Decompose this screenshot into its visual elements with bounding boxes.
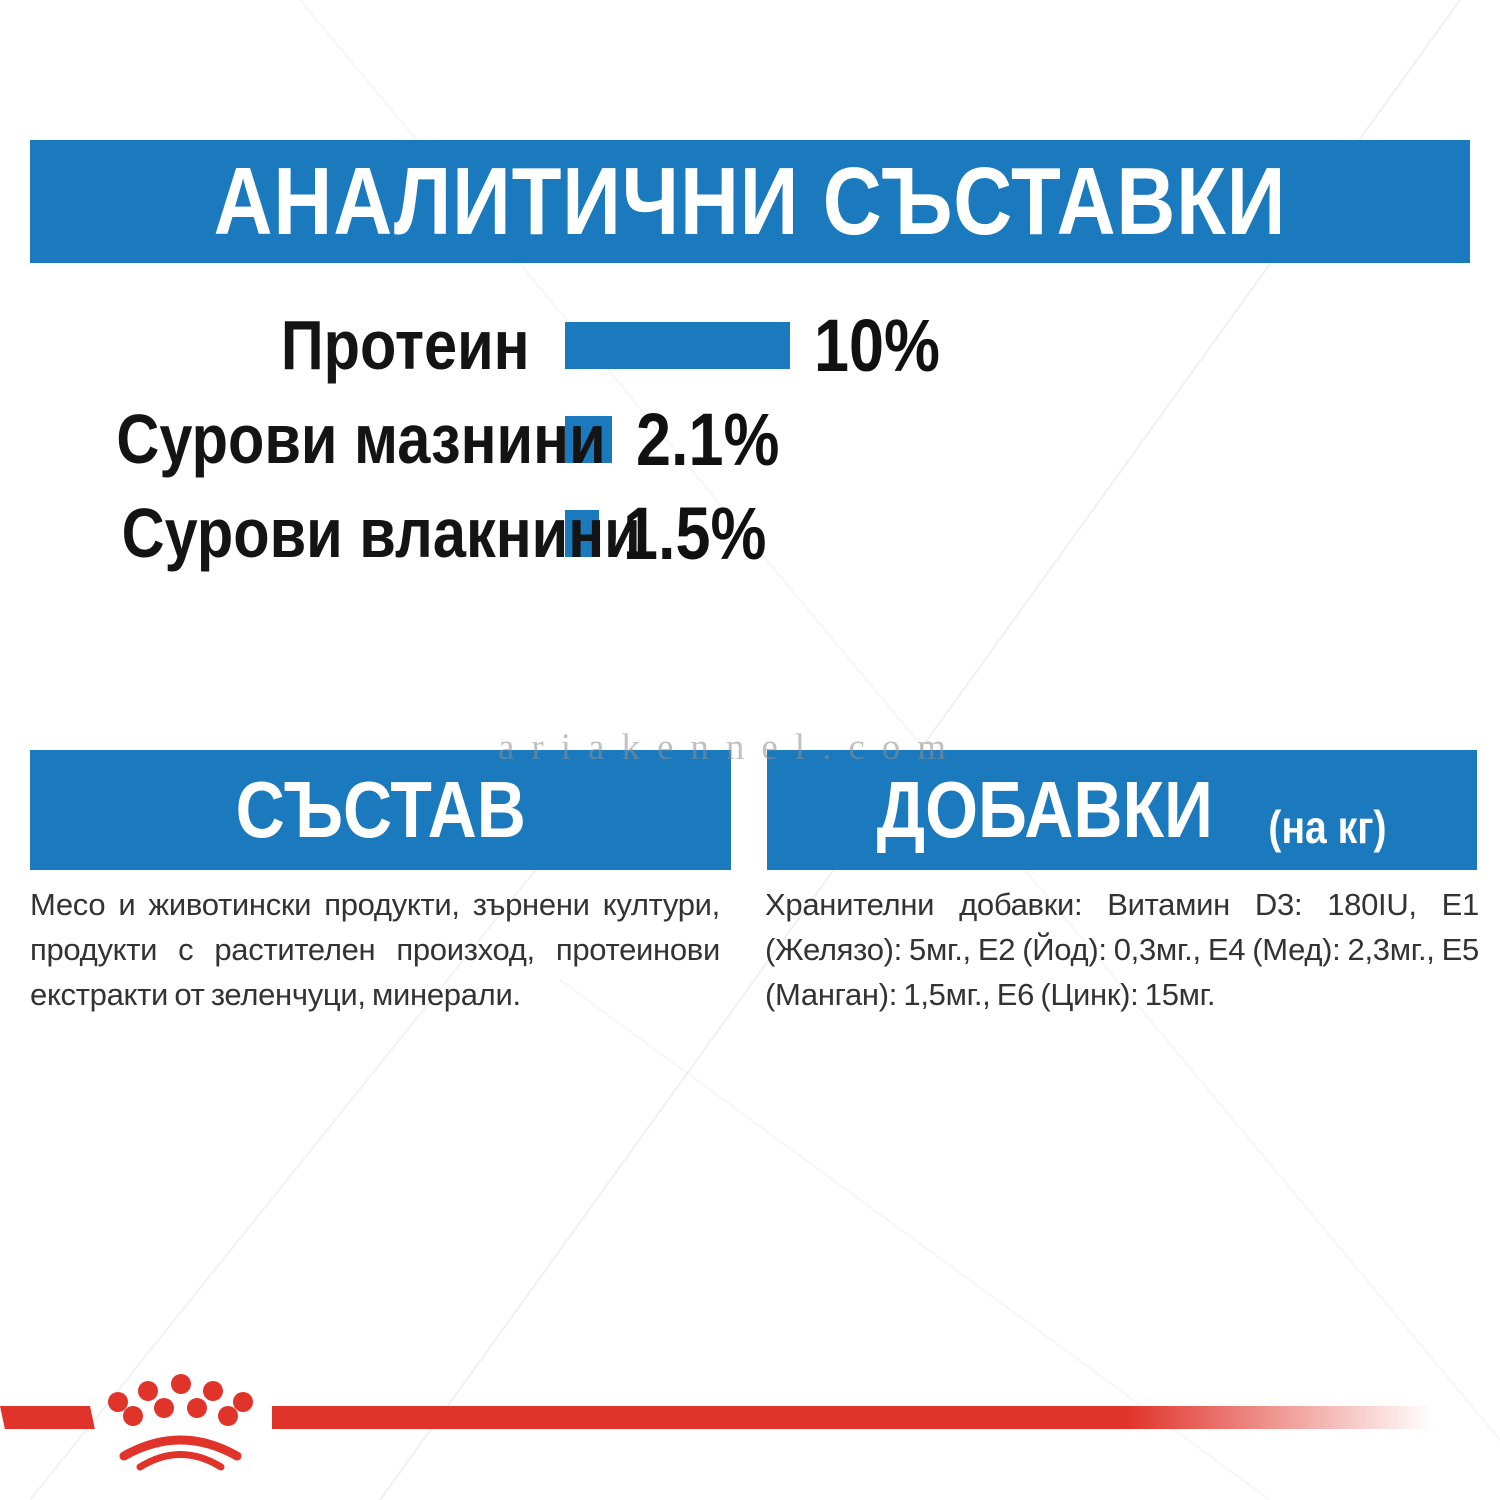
nutrition-bar-chart: Протеин 10% Сурови мазнини 2.1% Сурови в…	[30, 298, 1470, 580]
chart-label-crude-fat: Сурови мазнини	[116, 400, 606, 478]
chart-value-crude-fibre: 1.5%	[622, 491, 767, 575]
composition-title: СЪСТАВ	[235, 765, 526, 854]
additives-title: ДОБАВКИ	[876, 765, 1213, 854]
chart-value-crude-fat: 2.1%	[636, 397, 780, 481]
bar-crude-fat	[565, 415, 613, 463]
analytical-constituents-title: АНАЛИТИЧНИ СЪСТАВКИ	[213, 148, 1287, 255]
bar-crude-fibre	[565, 509, 599, 557]
site-watermark: ariakennel.com	[498, 727, 964, 768]
footer-band-left	[0, 1406, 95, 1429]
composition-header-bar: СЪСТАВ	[30, 750, 731, 870]
chart-label-protein: Протеин	[281, 306, 530, 384]
additives-header-bar: ДОБАВКИ (на кг)	[767, 750, 1477, 870]
chart-row-crude-fibre: Сурови влакнини 1.5%	[30, 486, 1470, 580]
royal-canin-crown-icon	[108, 1374, 253, 1471]
chart-value-protein: 10%	[814, 303, 940, 387]
chart-row-protein: Протеин 10%	[30, 298, 1470, 392]
additives-title-suffix: (на кг)	[1268, 801, 1387, 853]
composition-text: Месо и животински продукти, зърнени култ…	[30, 887, 720, 1012]
bar-protein	[565, 321, 790, 369]
additives-text: Хранителни добавки: Витамин D3: 180IU, E…	[765, 887, 1479, 1012]
analytical-constituents-header-bar: АНАЛИТИЧНИ СЪСТАВКИ	[30, 140, 1470, 263]
chart-label-crude-fibre: Сурови влакнини	[121, 494, 641, 572]
footer-band-right	[272, 1406, 1457, 1429]
chart-row-crude-fat: Сурови мазнини 2.1%	[30, 392, 1470, 486]
